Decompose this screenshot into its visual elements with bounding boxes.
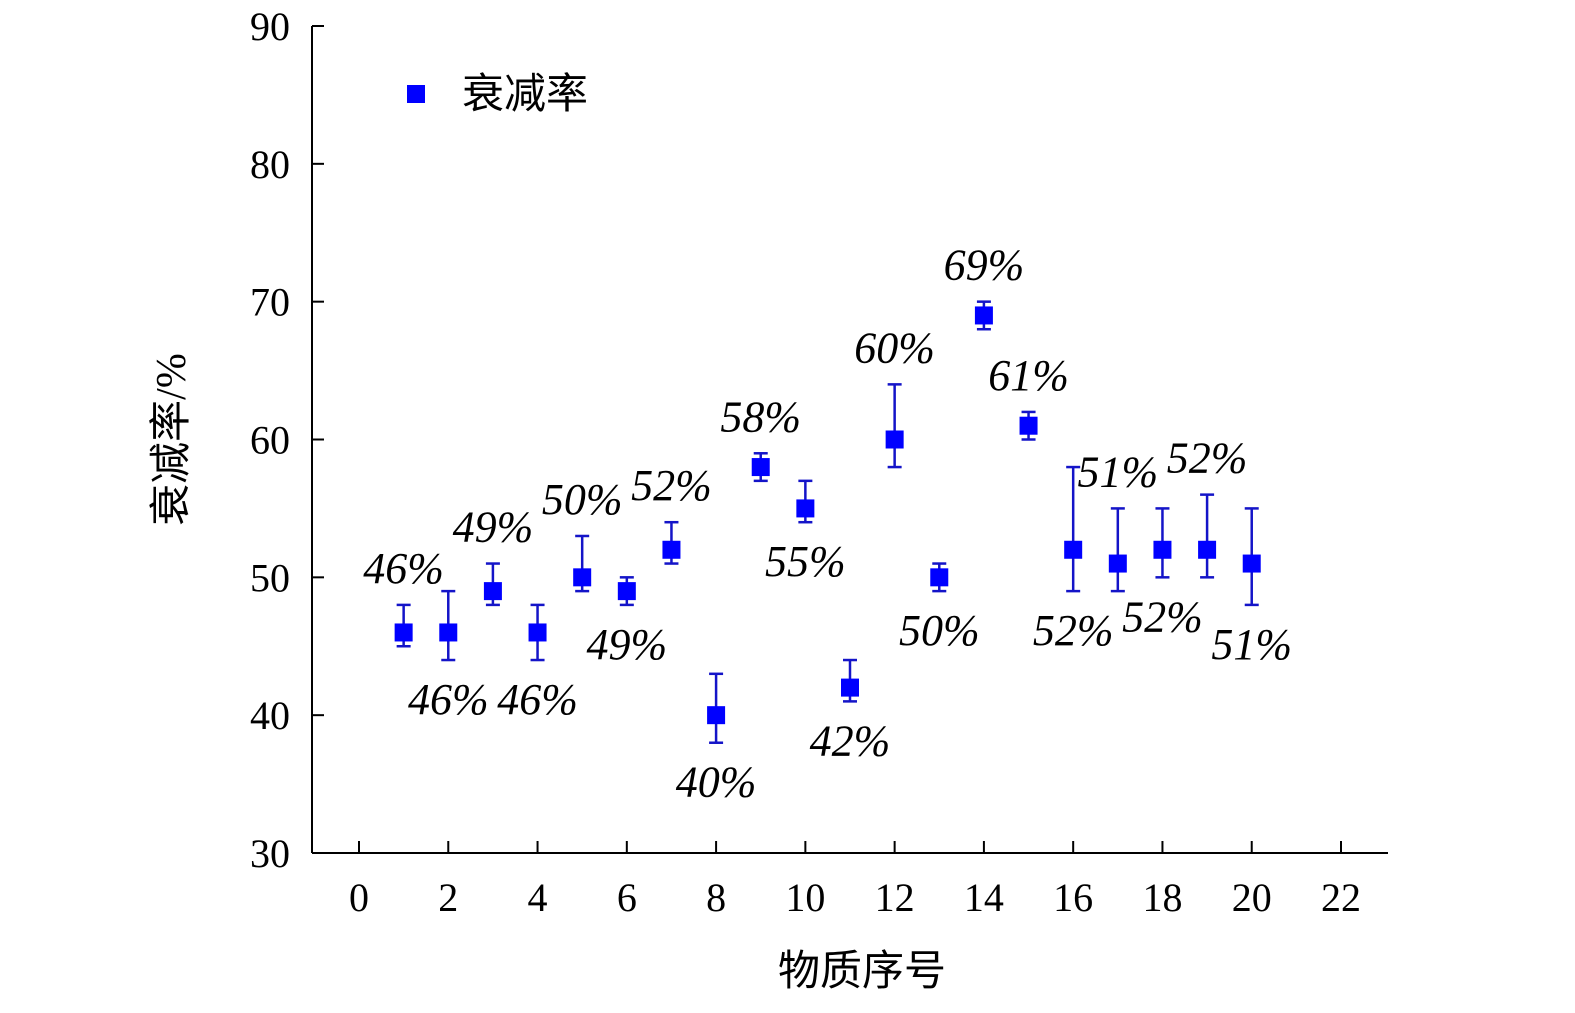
y-tick-label: 60 bbox=[250, 418, 290, 463]
data-point bbox=[751, 458, 770, 477]
data-point bbox=[662, 540, 681, 559]
data-label: 46% bbox=[497, 675, 578, 724]
data-point bbox=[1153, 540, 1172, 559]
data-point bbox=[1198, 540, 1217, 559]
x-tick-label: 8 bbox=[706, 875, 726, 920]
x-tick-label: 20 bbox=[1232, 875, 1272, 920]
x-tick-label: 14 bbox=[964, 875, 1004, 920]
data-label: 61% bbox=[988, 351, 1069, 400]
data-label: 40% bbox=[676, 758, 757, 807]
data-point bbox=[439, 623, 458, 642]
data-label: 46% bbox=[408, 675, 489, 724]
data-point bbox=[707, 706, 726, 725]
data-point bbox=[796, 499, 815, 518]
data-label: 69% bbox=[944, 241, 1025, 290]
x-tick-label: 2 bbox=[438, 875, 458, 920]
y-tick-label: 90 bbox=[250, 4, 290, 49]
y-tick-label: 80 bbox=[250, 142, 290, 187]
y-tick-label: 30 bbox=[250, 831, 290, 876]
data-point bbox=[930, 568, 949, 587]
data-label: 42% bbox=[810, 716, 891, 765]
y-axis-title: 衰减率/% bbox=[148, 353, 195, 526]
data-point bbox=[617, 582, 636, 601]
data-point bbox=[1064, 540, 1083, 559]
data-point bbox=[885, 430, 904, 449]
x-tick-label: 22 bbox=[1321, 875, 1361, 920]
y-tick-label: 50 bbox=[250, 555, 290, 600]
y-tick-label: 70 bbox=[250, 280, 290, 325]
data-point bbox=[483, 582, 502, 601]
data-label: 55% bbox=[765, 537, 846, 586]
data-point bbox=[573, 568, 592, 587]
data-label: 52% bbox=[1033, 606, 1114, 655]
data-label: 50% bbox=[542, 475, 623, 524]
data-point bbox=[974, 306, 993, 325]
data-label: 51% bbox=[1211, 620, 1292, 669]
x-tick-label: 6 bbox=[617, 875, 637, 920]
data-label: 49% bbox=[453, 503, 534, 552]
data-point bbox=[1019, 416, 1038, 435]
data-label: 60% bbox=[854, 323, 935, 372]
legend: 衰减率 bbox=[407, 71, 588, 118]
data-label: 46% bbox=[363, 544, 444, 593]
data-label: 51% bbox=[1077, 447, 1158, 496]
x-tick-label: 16 bbox=[1053, 875, 1093, 920]
x-tick-label: 0 bbox=[349, 875, 369, 920]
x-tick-label: 12 bbox=[875, 875, 915, 920]
x-axis-title: 物质序号 bbox=[778, 949, 946, 995]
axes: 30 40 50 60 70 80 90 0 2 4 6 8 10 12 14 16 18 20 22 bbox=[250, 4, 1388, 920]
data-label: 52% bbox=[1122, 592, 1203, 641]
data-labels: 46%46%49%46%50%49%52%40%58%55%42%60%50%6… bbox=[363, 241, 1292, 807]
data-point bbox=[1242, 554, 1261, 573]
x-tick-label: 10 bbox=[785, 875, 825, 920]
data-label: 52% bbox=[631, 461, 712, 510]
data-label: 50% bbox=[899, 606, 980, 655]
x-tick-label: 18 bbox=[1142, 875, 1182, 920]
data-point bbox=[841, 678, 859, 697]
x-tick-label: 4 bbox=[528, 875, 548, 920]
data-point bbox=[394, 623, 413, 642]
data-point bbox=[528, 623, 547, 642]
legend-label: 衰减率 bbox=[462, 71, 588, 118]
data-label: 58% bbox=[720, 392, 801, 441]
data-markers bbox=[394, 306, 1261, 725]
data-label: 52% bbox=[1167, 434, 1248, 483]
y-tick-label: 40 bbox=[250, 693, 290, 738]
data-point bbox=[1108, 554, 1127, 573]
data-label: 49% bbox=[586, 620, 667, 669]
legend-marker bbox=[407, 85, 425, 103]
